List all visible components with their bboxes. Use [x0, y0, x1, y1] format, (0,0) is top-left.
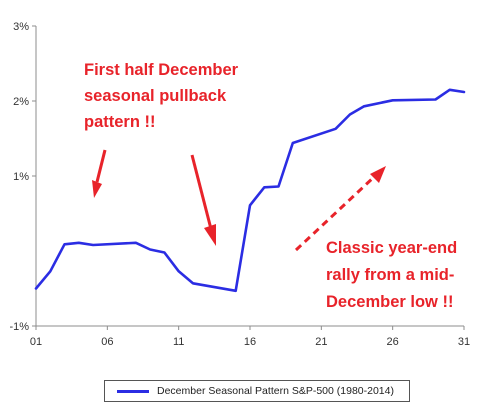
annotation-arrow-2	[190, 154, 216, 246]
legend: December Seasonal Pattern S&P-500 (1980-…	[104, 380, 410, 402]
x-tick-label: 01	[30, 336, 42, 348]
y-tick-label: 3%	[13, 21, 29, 33]
y-tick-label: 2%	[13, 96, 29, 108]
annotation-arrow-dashed	[294, 166, 386, 252]
x-ticks: 01 06 11 16 21 26 31	[30, 326, 470, 348]
series-line	[34, 88, 466, 293]
x-tick-label: 16	[244, 336, 256, 348]
annotation-rally-line-2: rally from a mid-	[326, 266, 454, 284]
annotation-pullback: First half December seasonal pullback pa…	[84, 61, 239, 131]
annotation-pullback-line-3: pattern !!	[84, 113, 156, 131]
y-tick-label: 1%	[13, 171, 29, 183]
x-tick-label: 21	[315, 336, 327, 348]
legend-swatch	[117, 390, 149, 393]
y-tick-label: -1%	[9, 321, 29, 333]
annotation-pullback-line-1: First half December	[84, 61, 239, 79]
x-tick-label: 11	[173, 336, 184, 348]
legend-label: December Seasonal Pattern S&P-500 (1980-…	[157, 385, 394, 397]
x-tick-label: 26	[387, 336, 399, 348]
line-chart: -1% 1% 2% 3% 01 06 11 16 21 26 31 First half Dece…	[9, 21, 470, 348]
annotation-pullback-line-2: seasonal pullback	[84, 87, 227, 105]
x-tick-label: 31	[458, 336, 470, 348]
annotation-rally: Classic year-end rally from a mid- Decem…	[326, 239, 457, 311]
y-ticks: -1% 1% 2% 3%	[9, 21, 36, 333]
x-tick-label: 06	[101, 336, 113, 348]
annotation-rally-line-3: December low !!	[326, 293, 453, 311]
annotation-rally-line-1: Classic year-end	[326, 239, 457, 257]
annotation-arrow-1	[92, 149, 107, 198]
